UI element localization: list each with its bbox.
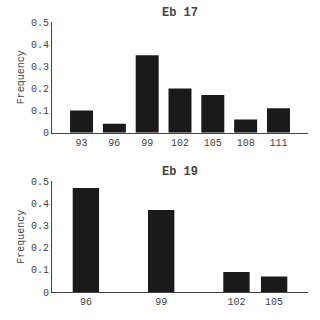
svg-text:0.1: 0.1 bbox=[31, 106, 49, 117]
svg-text:0.2: 0.2 bbox=[31, 243, 49, 254]
svg-text:93: 93 bbox=[76, 138, 88, 149]
svg-text:0.1: 0.1 bbox=[31, 265, 49, 276]
svg-text:0.3: 0.3 bbox=[31, 221, 49, 232]
svg-text:0.4: 0.4 bbox=[31, 199, 49, 210]
svg-text:0: 0 bbox=[43, 128, 49, 139]
svg-text:102: 102 bbox=[227, 297, 245, 308]
svg-text:Eb 19: Eb 19 bbox=[162, 165, 198, 179]
svg-text:0.2: 0.2 bbox=[31, 84, 49, 95]
svg-text:0: 0 bbox=[43, 288, 49, 299]
svg-text:105: 105 bbox=[265, 297, 283, 308]
svg-text:Frequency: Frequency bbox=[16, 50, 27, 104]
svg-text:0.5: 0.5 bbox=[31, 177, 49, 188]
svg-text:111: 111 bbox=[269, 138, 287, 149]
svg-text:102: 102 bbox=[171, 138, 189, 149]
svg-text:96: 96 bbox=[80, 297, 92, 308]
svg-text:96: 96 bbox=[108, 138, 120, 149]
svg-text:Eb 17: Eb 17 bbox=[162, 6, 198, 20]
svg-text:99: 99 bbox=[141, 138, 153, 149]
svg-text:105: 105 bbox=[204, 138, 222, 149]
svg-text:0.5: 0.5 bbox=[31, 18, 49, 29]
svg-text:99: 99 bbox=[155, 297, 167, 308]
svg-text:Frequency: Frequency bbox=[16, 210, 27, 264]
svg-text:108: 108 bbox=[237, 138, 255, 149]
svg-text:0.3: 0.3 bbox=[31, 62, 49, 73]
svg-text:0.4: 0.4 bbox=[31, 40, 49, 51]
